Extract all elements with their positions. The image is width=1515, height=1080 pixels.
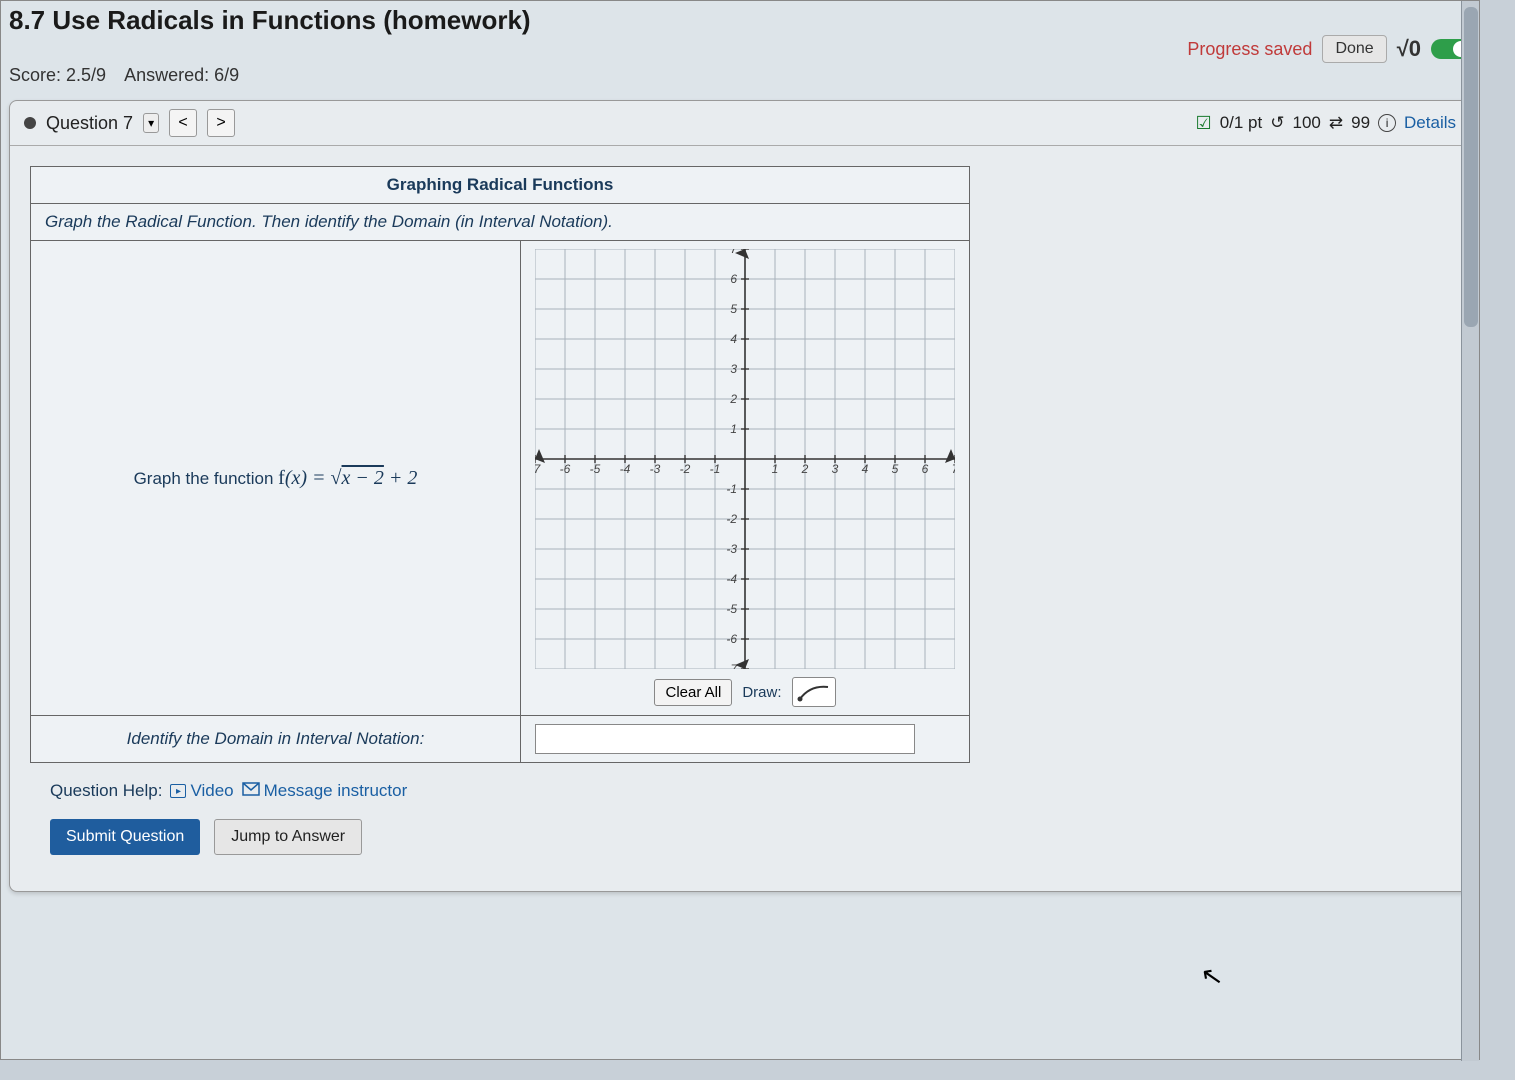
next-question-button[interactable]: > (207, 109, 235, 137)
submit-question-button[interactable]: Submit Question (50, 819, 200, 855)
scrollbar-thumb[interactable] (1464, 7, 1478, 327)
svg-text:-6: -6 (726, 632, 737, 646)
curve-icon (796, 681, 832, 703)
svg-text:1: 1 (772, 462, 779, 476)
done-button[interactable]: Done (1322, 35, 1386, 63)
svg-text:6: 6 (730, 272, 737, 286)
cycle-icon: ⇄ (1329, 113, 1343, 133)
domain-prompt: Identify the Domain in Interval Notation… (31, 716, 521, 763)
question-title: Question 7 (46, 113, 133, 134)
coordinate-grid[interactable]: -7-6-5-4-3-2-112345677654321-1-2-3-4-5-6… (535, 249, 955, 669)
function-prompt: Graph the function (134, 469, 279, 488)
answered-label: Answered: 6/9 (124, 65, 239, 86)
domain-input-cell (521, 716, 970, 763)
mail-icon (242, 781, 260, 801)
svg-text:-2: -2 (680, 462, 691, 476)
question-dropdown[interactable]: ▾ (143, 113, 159, 133)
svg-text:3: 3 (832, 462, 839, 476)
svg-text:-3: -3 (650, 462, 661, 476)
graph-wrap: -7-6-5-4-3-2-112345677654321-1-2-3-4-5-6… (535, 249, 955, 707)
svg-text:2: 2 (729, 392, 737, 406)
svg-text:-6: -6 (560, 462, 571, 476)
svg-text:1: 1 (730, 422, 737, 436)
retries-label: 99 (1351, 113, 1370, 133)
info-icon[interactable]: i (1378, 114, 1396, 132)
prev-question-button[interactable]: < (169, 109, 197, 137)
function-math: f(x) = √x − 2 + 2 (278, 467, 417, 489)
svg-text:-4: -4 (726, 572, 737, 586)
retry-icon: ↺ (1270, 113, 1284, 133)
message-instructor-link[interactable]: Message instructor (242, 781, 408, 801)
svg-text:-5: -5 (726, 602, 737, 616)
progress-saved-label: Progress saved (1187, 39, 1312, 60)
question-header-left: Question 7 ▾ < > (24, 109, 235, 137)
svg-text:4: 4 (730, 332, 737, 346)
svg-text:-1: -1 (710, 462, 721, 476)
page-root: 8.7 Use Radicals in Functions (homework)… (0, 0, 1480, 1060)
top-right-controls: Progress saved Done √0 (1187, 35, 1471, 63)
table-title: Graphing Radical Functions (31, 167, 970, 204)
score-row: Score: 2.5/9 Answered: 6/9 (1, 65, 1479, 100)
check-icon: ☑ (1196, 113, 1212, 134)
function-prompt-cell: Graph the function f(x) = √x − 2 + 2 (31, 241, 521, 716)
svg-text:-5: -5 (590, 462, 601, 476)
question-panel: Question 7 ▾ < > ☑ 0/1 pt ↺ 100 ⇄ 99 i D… (9, 100, 1471, 892)
hw-title: 8.7 Use Radicals in Functions (homework) (9, 5, 531, 36)
question-header: Question 7 ▾ < > ☑ 0/1 pt ↺ 100 ⇄ 99 i D… (10, 101, 1470, 146)
help-row: Question Help: ▸ Video Message instructo… (30, 763, 1450, 811)
graph-tools: Clear All Draw: (535, 677, 955, 707)
svg-text:-3: -3 (726, 542, 737, 556)
svg-text:2: 2 (801, 462, 809, 476)
question-header-right: ☑ 0/1 pt ↺ 100 ⇄ 99 i Details (1196, 113, 1456, 134)
status-dot-icon (24, 117, 36, 129)
question-content: Graphing Radical Functions Graph the Rad… (10, 146, 1470, 891)
svg-text:-1: -1 (726, 482, 737, 496)
svg-text:-7: -7 (535, 462, 542, 476)
svg-text:5: 5 (730, 302, 737, 316)
details-link[interactable]: Details (1404, 113, 1456, 133)
cursor-icon: ↖ (1198, 959, 1225, 993)
curve-tool-button[interactable] (792, 677, 836, 707)
video-link-text: Video (190, 781, 233, 801)
clear-all-button[interactable]: Clear All (654, 679, 732, 706)
help-label: Question Help: (50, 781, 162, 801)
table-subtitle: Graph the Radical Function. Then identif… (31, 204, 970, 241)
video-icon: ▸ (170, 784, 186, 798)
video-link[interactable]: ▸ Video (170, 781, 233, 801)
vertical-scrollbar[interactable] (1461, 1, 1479, 1061)
domain-input[interactable] (535, 724, 915, 754)
svg-text:3: 3 (730, 362, 737, 376)
draw-label: Draw: (742, 684, 781, 701)
jump-to-answer-button[interactable]: Jump to Answer (214, 819, 362, 855)
svg-text:6: 6 (922, 462, 929, 476)
svg-text:-4: -4 (620, 462, 631, 476)
svg-text:5: 5 (892, 462, 899, 476)
svg-text:-2: -2 (726, 512, 737, 526)
message-link-text: Message instructor (264, 781, 408, 801)
button-row: Submit Question Jump to Answer (30, 811, 1450, 875)
graph-cell: -7-6-5-4-3-2-112345677654321-1-2-3-4-5-6… (521, 241, 970, 716)
svg-text:7: 7 (952, 462, 955, 476)
sqrt-mode-icon: √0 (1397, 36, 1421, 62)
points-label: 0/1 pt (1220, 113, 1263, 133)
attempts-label: 100 (1292, 113, 1320, 133)
svg-text:4: 4 (862, 462, 869, 476)
title-row: 8.7 Use Radicals in Functions (homework)… (1, 1, 1479, 65)
problem-table: Graphing Radical Functions Graph the Rad… (30, 166, 970, 763)
score-label: Score: 2.5/9 (9, 65, 106, 86)
